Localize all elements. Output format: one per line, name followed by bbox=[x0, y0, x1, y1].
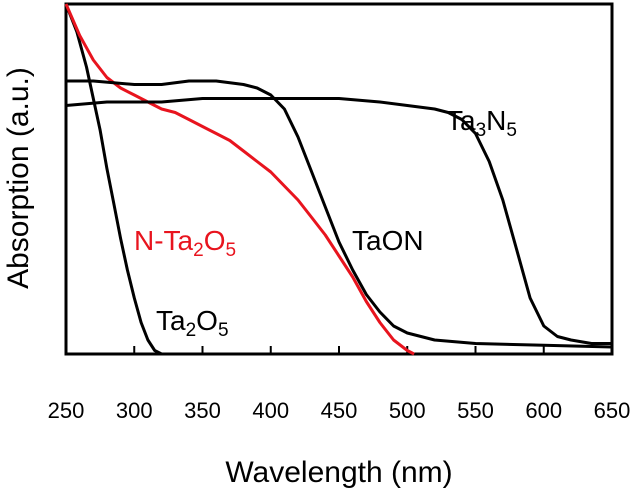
x-tick-label-600: 600 bbox=[525, 398, 562, 423]
x-tick-label-350: 350 bbox=[184, 398, 221, 423]
series-line-n-ta2o5 bbox=[64, 3, 415, 356]
x-tick-labels: 250 300 350 400 450 500 550 600 650 bbox=[48, 398, 631, 423]
y-axis-title: Absorption (a.u.) bbox=[2, 67, 35, 289]
series-lines bbox=[64, 3, 613, 356]
series-label-ta3n5: Ta3N5 bbox=[446, 105, 517, 141]
series-line-ta3n5 bbox=[65, 97, 612, 345]
x-tick-label-250: 250 bbox=[48, 398, 85, 423]
x-tick-label-300: 300 bbox=[116, 398, 153, 423]
x-tick-label-500: 500 bbox=[389, 398, 426, 423]
x-tick-label-650: 650 bbox=[594, 398, 631, 423]
plot-frame bbox=[64, 2, 614, 356]
x-tick-label-400: 400 bbox=[252, 398, 289, 423]
series-label-ta2o5: Ta2O5 bbox=[156, 305, 229, 341]
x-axis-title: Wavelength (nm) bbox=[225, 456, 452, 489]
series-label-taon: TaON bbox=[352, 225, 424, 256]
x-tick-label-550: 550 bbox=[457, 398, 494, 423]
series-line-ta2o5 bbox=[64, 3, 163, 356]
series-label-n-ta2o5: N-Ta2O5 bbox=[134, 225, 236, 261]
x-tick-label-450: 450 bbox=[321, 398, 358, 423]
series-line-taon bbox=[66, 79, 613, 349]
